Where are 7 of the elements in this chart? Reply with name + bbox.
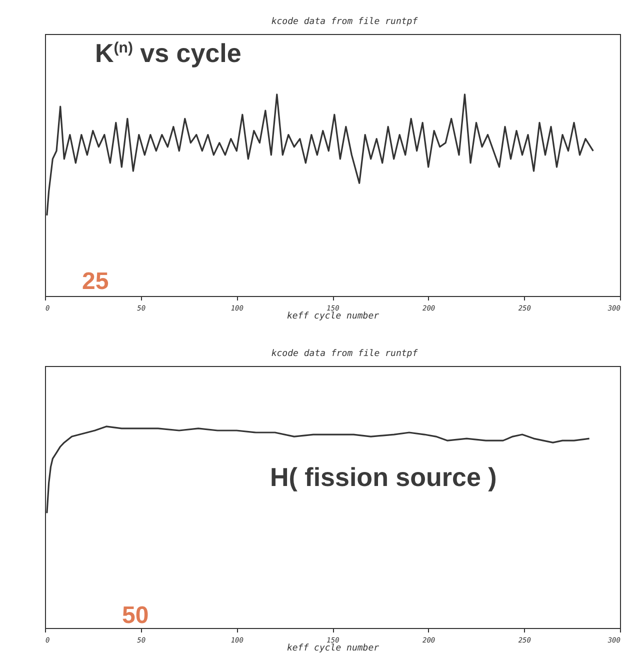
x-axis-title: keff cycle number — [286, 644, 380, 654]
chart-title: kcode data from file runtpf — [271, 349, 418, 359]
annotation: H( fission source ) — [270, 462, 497, 493]
x-axis-title: keff cycle number — [286, 312, 380, 322]
text: K$^{(n)}$ vs cycle — [95, 38, 242, 69]
chart-title: kcode data from file runtpf — [271, 17, 418, 27]
annotation: 25 — [82, 268, 109, 296]
